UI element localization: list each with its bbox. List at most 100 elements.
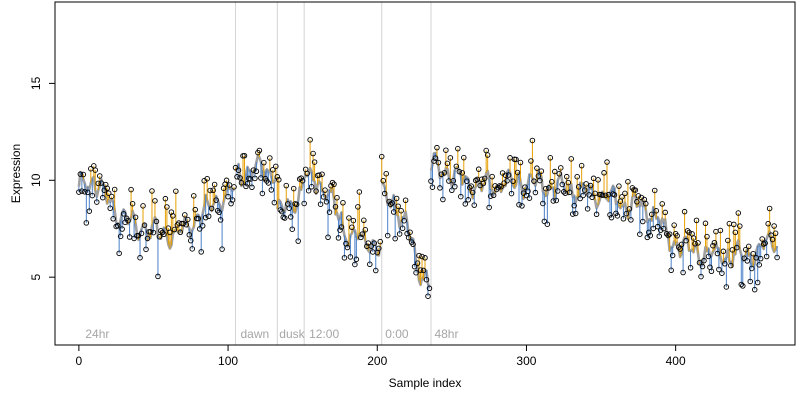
data-point xyxy=(419,253,425,260)
x-axis: 0 100 200 300 400 xyxy=(76,345,686,368)
data-point xyxy=(498,183,504,190)
data-point xyxy=(513,156,519,163)
data-point xyxy=(577,195,583,202)
data-point xyxy=(528,158,534,164)
data-point xyxy=(322,187,328,193)
data-point xyxy=(350,217,357,224)
phase-label: dusk xyxy=(279,327,305,341)
data-point xyxy=(77,171,84,177)
data-point xyxy=(665,232,671,239)
data-point xyxy=(94,199,100,205)
data-point xyxy=(183,221,190,228)
data-point xyxy=(367,261,373,268)
data-point xyxy=(270,167,276,173)
data-point xyxy=(514,169,521,176)
y-tick-label: 10 xyxy=(29,173,43,187)
data-point xyxy=(759,236,765,242)
data-point xyxy=(699,263,706,270)
data-point xyxy=(158,228,164,234)
data-point xyxy=(261,159,267,166)
data-point xyxy=(720,248,727,255)
data-point xyxy=(229,197,236,203)
data-point xyxy=(223,177,230,184)
data-point xyxy=(320,194,327,200)
data-point xyxy=(437,185,443,191)
data-point xyxy=(516,201,522,208)
data-point xyxy=(319,171,325,177)
data-point xyxy=(595,177,601,183)
data-point xyxy=(495,184,501,191)
data-point xyxy=(522,184,528,190)
data-point xyxy=(640,218,646,225)
data-point xyxy=(708,268,715,275)
data-point xyxy=(219,246,225,252)
data-point xyxy=(132,214,139,220)
data-point xyxy=(737,223,743,229)
data-point xyxy=(529,137,536,144)
data-point xyxy=(317,201,324,207)
data-point xyxy=(217,217,224,223)
data-point xyxy=(690,235,697,241)
data-point xyxy=(525,188,531,195)
data-point xyxy=(489,173,495,180)
data-point xyxy=(384,232,391,239)
data-point xyxy=(198,249,204,255)
data-point xyxy=(762,240,768,246)
data-point xyxy=(411,263,418,270)
data-point xyxy=(647,232,654,239)
data-point xyxy=(558,165,564,171)
data-point xyxy=(748,265,755,272)
data-point xyxy=(208,205,215,212)
data-point xyxy=(480,180,486,187)
data-point xyxy=(265,180,272,186)
data-point xyxy=(738,281,745,288)
data-point xyxy=(563,173,570,180)
data-point xyxy=(743,246,749,253)
data-point xyxy=(607,212,613,218)
data-point xyxy=(89,192,96,199)
data-point xyxy=(654,223,661,230)
data-point xyxy=(481,175,488,182)
data-point xyxy=(295,238,301,244)
phase-label: 24hr xyxy=(85,327,109,341)
data-point xyxy=(538,168,545,174)
fit-line-segment xyxy=(234,154,278,188)
data-point xyxy=(340,199,346,206)
data-point xyxy=(574,173,580,180)
data-point xyxy=(149,188,155,194)
data-point xyxy=(244,180,251,187)
data-point xyxy=(211,181,218,188)
data-point xyxy=(138,230,145,237)
data-point xyxy=(467,184,473,191)
plot-frame xyxy=(54,1,796,346)
data-point xyxy=(646,229,652,236)
data-point xyxy=(772,230,779,237)
data-point xyxy=(732,229,739,236)
data-point xyxy=(443,147,449,153)
data-point xyxy=(614,213,621,219)
data-point xyxy=(335,235,342,241)
data-point xyxy=(734,244,740,251)
data-point xyxy=(252,175,258,182)
data-point xyxy=(692,240,698,247)
data-point xyxy=(589,194,595,201)
data-point xyxy=(256,147,263,154)
data-point xyxy=(468,183,475,189)
data-point xyxy=(377,238,383,245)
data-point xyxy=(358,234,364,241)
data-point xyxy=(307,137,313,143)
data-point xyxy=(754,279,761,286)
data-point xyxy=(276,176,282,183)
data-point xyxy=(111,186,118,193)
data-point xyxy=(349,224,355,231)
data-point xyxy=(652,187,658,194)
data-point xyxy=(117,233,124,240)
data-point xyxy=(649,211,655,218)
data-point xyxy=(195,215,201,222)
data-point xyxy=(405,234,412,241)
data-point xyxy=(580,192,586,199)
data-point xyxy=(289,226,295,232)
data-point xyxy=(486,204,492,211)
data-point xyxy=(774,254,780,261)
data-point xyxy=(286,205,292,211)
